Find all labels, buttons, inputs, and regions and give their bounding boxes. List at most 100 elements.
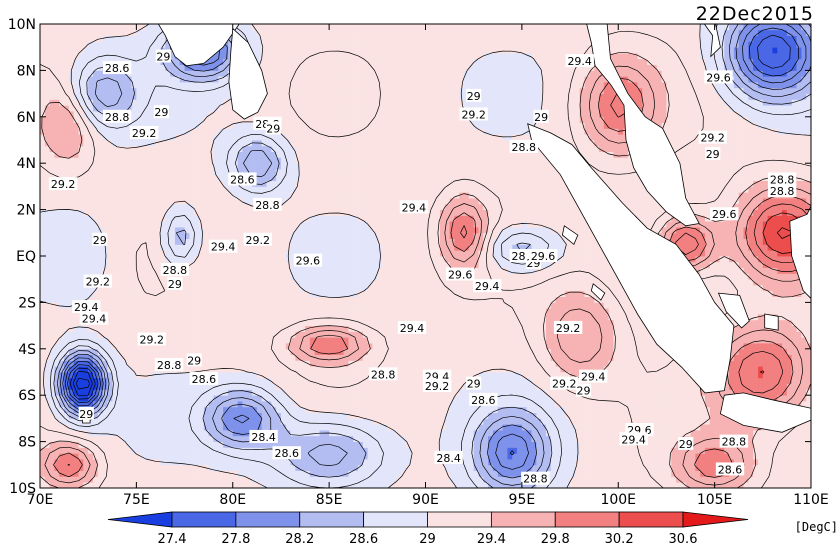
sst-cell (608, 464, 614, 471)
sst-cell (247, 360, 253, 367)
sst-cell (280, 354, 287, 361)
sst-cell (401, 343, 407, 350)
sst-cell (68, 447, 75, 454)
sst-cell (521, 418, 528, 425)
sst-cell (449, 424, 455, 431)
sst-cell (203, 441, 210, 448)
sst-cell (676, 372, 682, 379)
sst-cell (280, 337, 287, 344)
sst-cell (647, 435, 653, 442)
sst-cell (314, 476, 320, 483)
sst-cell (541, 354, 547, 361)
sst-cell (165, 337, 171, 344)
sst-cell (555, 401, 561, 408)
sst-cell (570, 470, 576, 477)
sst-cell (223, 314, 229, 321)
sst-cell (806, 430, 811, 437)
sst-cell (40, 406, 46, 413)
sst-cell (464, 314, 470, 321)
sst-cell (203, 331, 210, 338)
sst-cell (757, 476, 764, 483)
sst-cell (160, 453, 166, 460)
sst-cell (300, 389, 306, 396)
sst-cell (232, 348, 238, 355)
sst-cell (382, 418, 388, 425)
sst-cell (415, 308, 422, 315)
sst-cell (497, 372, 503, 379)
sst-cell (637, 372, 643, 379)
sst-cell (348, 366, 354, 373)
sst-cell (73, 435, 79, 442)
sst-cell (521, 412, 528, 419)
sst-cell (300, 476, 306, 483)
sst-cell (391, 412, 397, 419)
sst-cell (502, 459, 508, 466)
sst-cell (247, 453, 253, 460)
sst-cell (165, 331, 171, 338)
sst-cell (589, 348, 595, 355)
sst-cell (165, 453, 171, 460)
sst-cell (478, 406, 484, 413)
sst-cell (420, 406, 426, 413)
sst-cell (541, 482, 547, 488)
sst-cell (454, 441, 460, 448)
sst-cell (695, 464, 701, 471)
sst-cell (550, 447, 557, 454)
sst-cell (107, 418, 113, 425)
sst-cell (391, 314, 397, 321)
sst-cell (743, 470, 749, 477)
sst-cell (454, 406, 460, 413)
sst-cell (454, 377, 460, 384)
sst-cell (247, 401, 253, 408)
sst-cell (44, 319, 51, 326)
sst-cell (372, 424, 378, 431)
sst-cell (266, 314, 272, 321)
sst-cell (160, 435, 166, 442)
sst-cell (483, 383, 489, 390)
sst-cell (598, 435, 605, 442)
sst-cell (194, 482, 200, 488)
sst-cell (367, 401, 373, 408)
sst-cell (411, 383, 417, 390)
sst-cell (329, 337, 335, 344)
sst-cell (174, 348, 181, 355)
sst-cell (117, 412, 123, 419)
sst-cell (512, 412, 518, 419)
sst-cell (492, 430, 499, 437)
sst-cell (709, 401, 716, 408)
sst-cell (102, 325, 108, 332)
sst-cell (430, 406, 436, 413)
sst-cell (411, 482, 417, 488)
sst-cell (598, 360, 605, 367)
sst-cell (613, 319, 619, 326)
sst-cell (406, 412, 412, 419)
sst-cell (391, 435, 397, 442)
sst-cell (131, 482, 137, 488)
sst-cell (541, 383, 547, 390)
sst-cell (618, 331, 624, 338)
sst-cell (608, 430, 614, 437)
sst-cell (44, 395, 51, 402)
sst-cell (671, 366, 677, 373)
sst-cell (126, 302, 132, 309)
sst-cell (695, 470, 701, 477)
sst-cell (806, 435, 811, 442)
sst-cell (377, 348, 383, 355)
sst-cell (126, 372, 132, 379)
sst-cell (425, 447, 431, 454)
sst-cell (406, 459, 412, 466)
sst-cell (430, 319, 436, 326)
sst-cell (280, 406, 287, 413)
sst-cell (449, 319, 455, 326)
sst-cell (121, 470, 128, 477)
sst-cell (232, 325, 238, 332)
sst-cell (502, 435, 508, 442)
sst-cell (420, 441, 426, 448)
sst-cell (700, 459, 706, 466)
sst-cell (112, 354, 118, 361)
sst-cell (83, 372, 89, 379)
sst-cell (232, 476, 238, 483)
sst-cell (411, 377, 417, 384)
sst-cell (208, 412, 214, 419)
sst-cell (338, 377, 344, 384)
